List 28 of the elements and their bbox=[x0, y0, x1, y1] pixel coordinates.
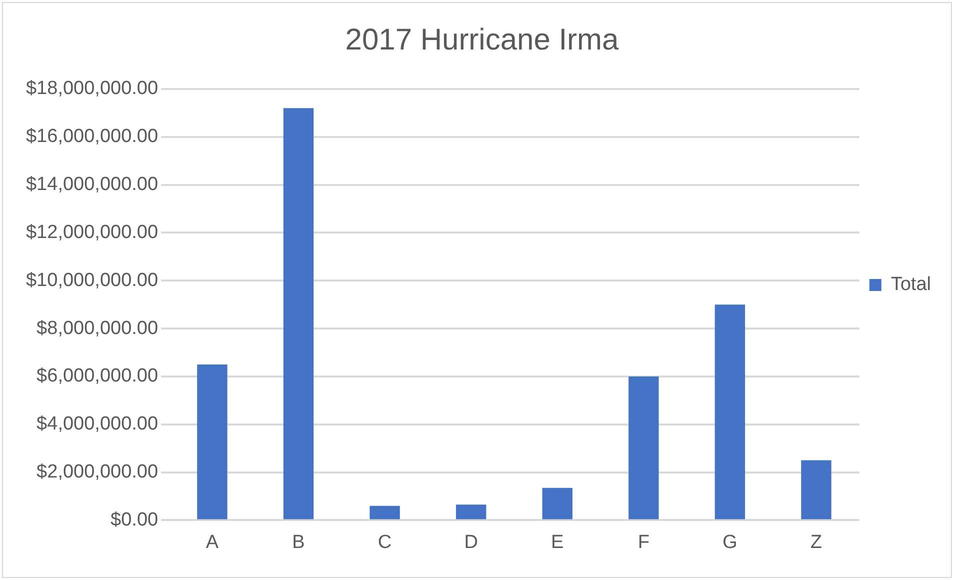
bar bbox=[370, 506, 400, 520]
y-tick-label: $12,000,000.00 bbox=[26, 222, 158, 243]
x-tick-label: Z bbox=[810, 532, 822, 553]
y-tick-label: $2,000,000.00 bbox=[36, 462, 158, 483]
y-tick-label: $4,000,000.00 bbox=[36, 414, 158, 435]
bar bbox=[714, 304, 746, 520]
y-tick-label: $10,000,000.00 bbox=[26, 270, 158, 291]
bar bbox=[456, 504, 486, 520]
y-tick-label: $6,000,000.00 bbox=[36, 366, 158, 387]
bar bbox=[628, 376, 659, 520]
bar bbox=[801, 460, 832, 520]
x-tick-label: D bbox=[464, 532, 478, 553]
x-tick-label: C bbox=[378, 532, 392, 553]
legend-label: Total bbox=[890, 274, 932, 296]
x-tick-label: A bbox=[206, 532, 219, 553]
bar bbox=[542, 488, 572, 520]
bar bbox=[197, 364, 228, 520]
y-tick-label: $14,000,000.00 bbox=[26, 174, 158, 196]
bar bbox=[283, 108, 314, 520]
y-tick-label: $0.00 bbox=[110, 509, 158, 530]
y-tick-label: $8,000,000.00 bbox=[36, 318, 158, 339]
y-tick-label: $16,000,000.00 bbox=[26, 126, 158, 148]
x-tick-label: B bbox=[292, 532, 305, 553]
chart-title: 2017 Hurricane Irma bbox=[345, 23, 620, 56]
x-tick-label: E bbox=[551, 532, 564, 553]
x-tick-label: G bbox=[722, 532, 738, 553]
x-tick-label: F bbox=[638, 532, 650, 553]
y-tick-label: $18,000,000.00 bbox=[26, 78, 158, 100]
